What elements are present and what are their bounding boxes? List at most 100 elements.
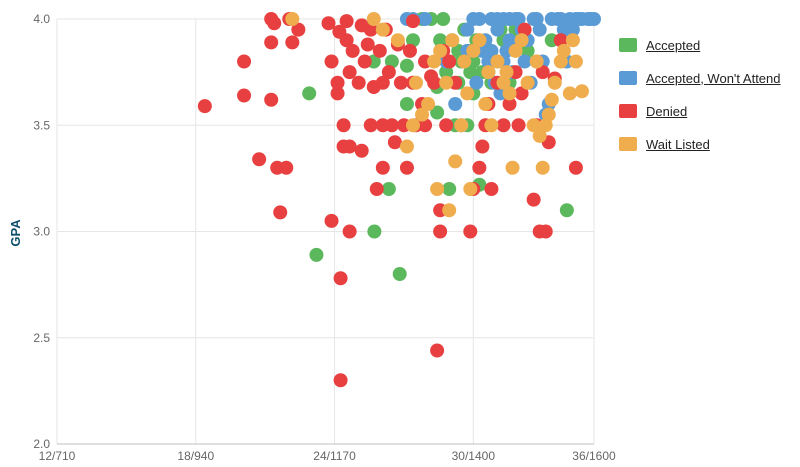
data-point-1-46 [490,12,505,26]
data-point-3-17 [457,54,472,69]
data-point-3-2 [375,22,390,37]
legend-label-2: Denied [646,103,688,119]
data-point-2-7 [267,16,282,31]
data-point-2-61 [442,54,457,69]
data-point-2-3 [252,152,267,167]
data-point-3-13 [442,203,457,218]
data-point-3-29 [508,43,523,58]
data-point-3-27 [502,86,517,101]
data-point-2-49 [402,43,417,58]
data-point-3-18 [460,86,475,101]
y-axis-title: GPA [8,219,23,247]
data-point-1-26 [532,22,547,37]
data-point-2-35 [363,118,378,133]
data-point-3-3 [390,33,405,48]
data-point-3-12 [439,75,454,90]
legend-item-0[interactable]: Accepted [619,34,781,56]
data-point-2-53 [418,118,433,133]
legend-label-3: Wait Listed [646,136,710,152]
data-point-3-43 [568,54,583,69]
data-point-3-15 [448,154,463,169]
data-point-3-45 [565,33,580,48]
legend-swatch-3 [619,137,637,151]
data-point-0-0 [302,86,317,101]
legend-item-2[interactable]: Denied [619,100,781,122]
data-point-1-2 [418,12,433,26]
data-point-2-60 [439,118,454,133]
data-point-2-57 [433,224,448,239]
data-point-1-43 [529,12,544,26]
x-tick-label-2: 24/1170 [313,449,356,463]
data-point-0-15 [436,12,451,26]
legend-item-1[interactable]: Accepted, Won't Attend [619,67,781,89]
data-point-2-34 [360,37,375,52]
data-point-3-44 [574,84,589,99]
data-point-3-11 [433,43,448,58]
data-point-2-5 [264,35,279,50]
data-point-0-7 [399,97,414,111]
y-tick-label-3: 3.5 [33,118,50,132]
y-tick-label-2: 3.0 [33,225,50,239]
data-point-2-25 [339,33,354,48]
data-point-0-12 [430,105,445,120]
data-point-2-33 [357,54,372,69]
data-point-2-44 [387,135,402,150]
legend-swatch-1 [619,71,637,85]
data-point-2-0 [197,99,212,114]
data-point-0-4 [381,182,396,196]
data-point-3-30 [514,33,529,48]
legend-swatch-2 [619,104,637,118]
data-point-2-48 [399,160,414,175]
data-point-2-69 [484,182,499,196]
data-point-2-37 [369,182,384,196]
data-point-2-46 [393,75,408,90]
data-point-1-22 [517,54,532,69]
data-point-2-80 [535,65,550,80]
data-point-3-4 [399,139,414,154]
data-point-2-84 [553,33,568,48]
data-point-1-14 [490,22,505,37]
data-point-2-30 [351,75,366,90]
data-point-0-38 [559,203,574,218]
y-tick-label-1: 2.5 [33,331,50,345]
data-point-3-22 [478,97,493,111]
legend: Accepted Accepted, Won't Attend Denied Wait… [619,34,781,166]
data-point-2-77 [526,192,541,207]
data-point-0-23 [463,65,478,80]
data-point-0-16 [442,182,457,196]
data-point-1-35 [565,22,580,37]
data-point-0-9 [405,33,420,48]
data-point-0-5 [384,54,399,69]
data-point-3-10 [430,182,445,196]
data-point-3-5 [405,118,420,133]
data-point-2-43 [384,118,399,133]
data-point-2-24 [339,14,354,29]
data-point-1-6 [460,22,475,37]
data-point-2-39 [375,75,390,90]
data-point-0-6 [392,267,407,281]
legend-item-3[interactable]: Wait Listed [619,133,781,155]
data-point-2-27 [342,139,357,154]
data-point-2-13 [291,22,306,37]
data-point-2-65 [472,160,487,175]
data-point-2-17 [330,75,345,90]
data-point-3-1 [366,12,381,26]
data-point-3-20 [466,43,481,58]
data-point-1-45 [502,12,517,26]
data-point-1-9 [472,12,487,26]
y-tick-label-0: 2.0 [33,437,50,451]
data-point-3-25 [490,54,505,69]
data-point-2-75 [514,86,529,101]
data-point-3-24 [484,118,499,133]
series-2 [197,12,583,388]
data-points [197,12,601,388]
data-point-2-50 [405,14,420,29]
data-point-2-10 [279,160,294,175]
data-point-3-26 [496,75,511,90]
data-point-2-22 [336,118,351,133]
data-point-2-26 [342,65,357,80]
data-point-3-39 [547,75,562,90]
data-point-2-89 [363,22,378,37]
data-point-1-40 [583,12,598,26]
